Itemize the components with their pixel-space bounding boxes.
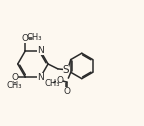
Text: O: O [56,76,63,85]
Text: N: N [37,73,44,82]
Text: O: O [11,73,18,82]
Text: CH₃: CH₃ [7,81,22,90]
Text: S: S [63,65,69,75]
Text: N: N [37,46,44,55]
Text: CH₃: CH₃ [44,79,60,88]
Text: O: O [22,34,29,43]
Text: CH₃: CH₃ [26,33,42,42]
Text: O: O [63,87,70,96]
